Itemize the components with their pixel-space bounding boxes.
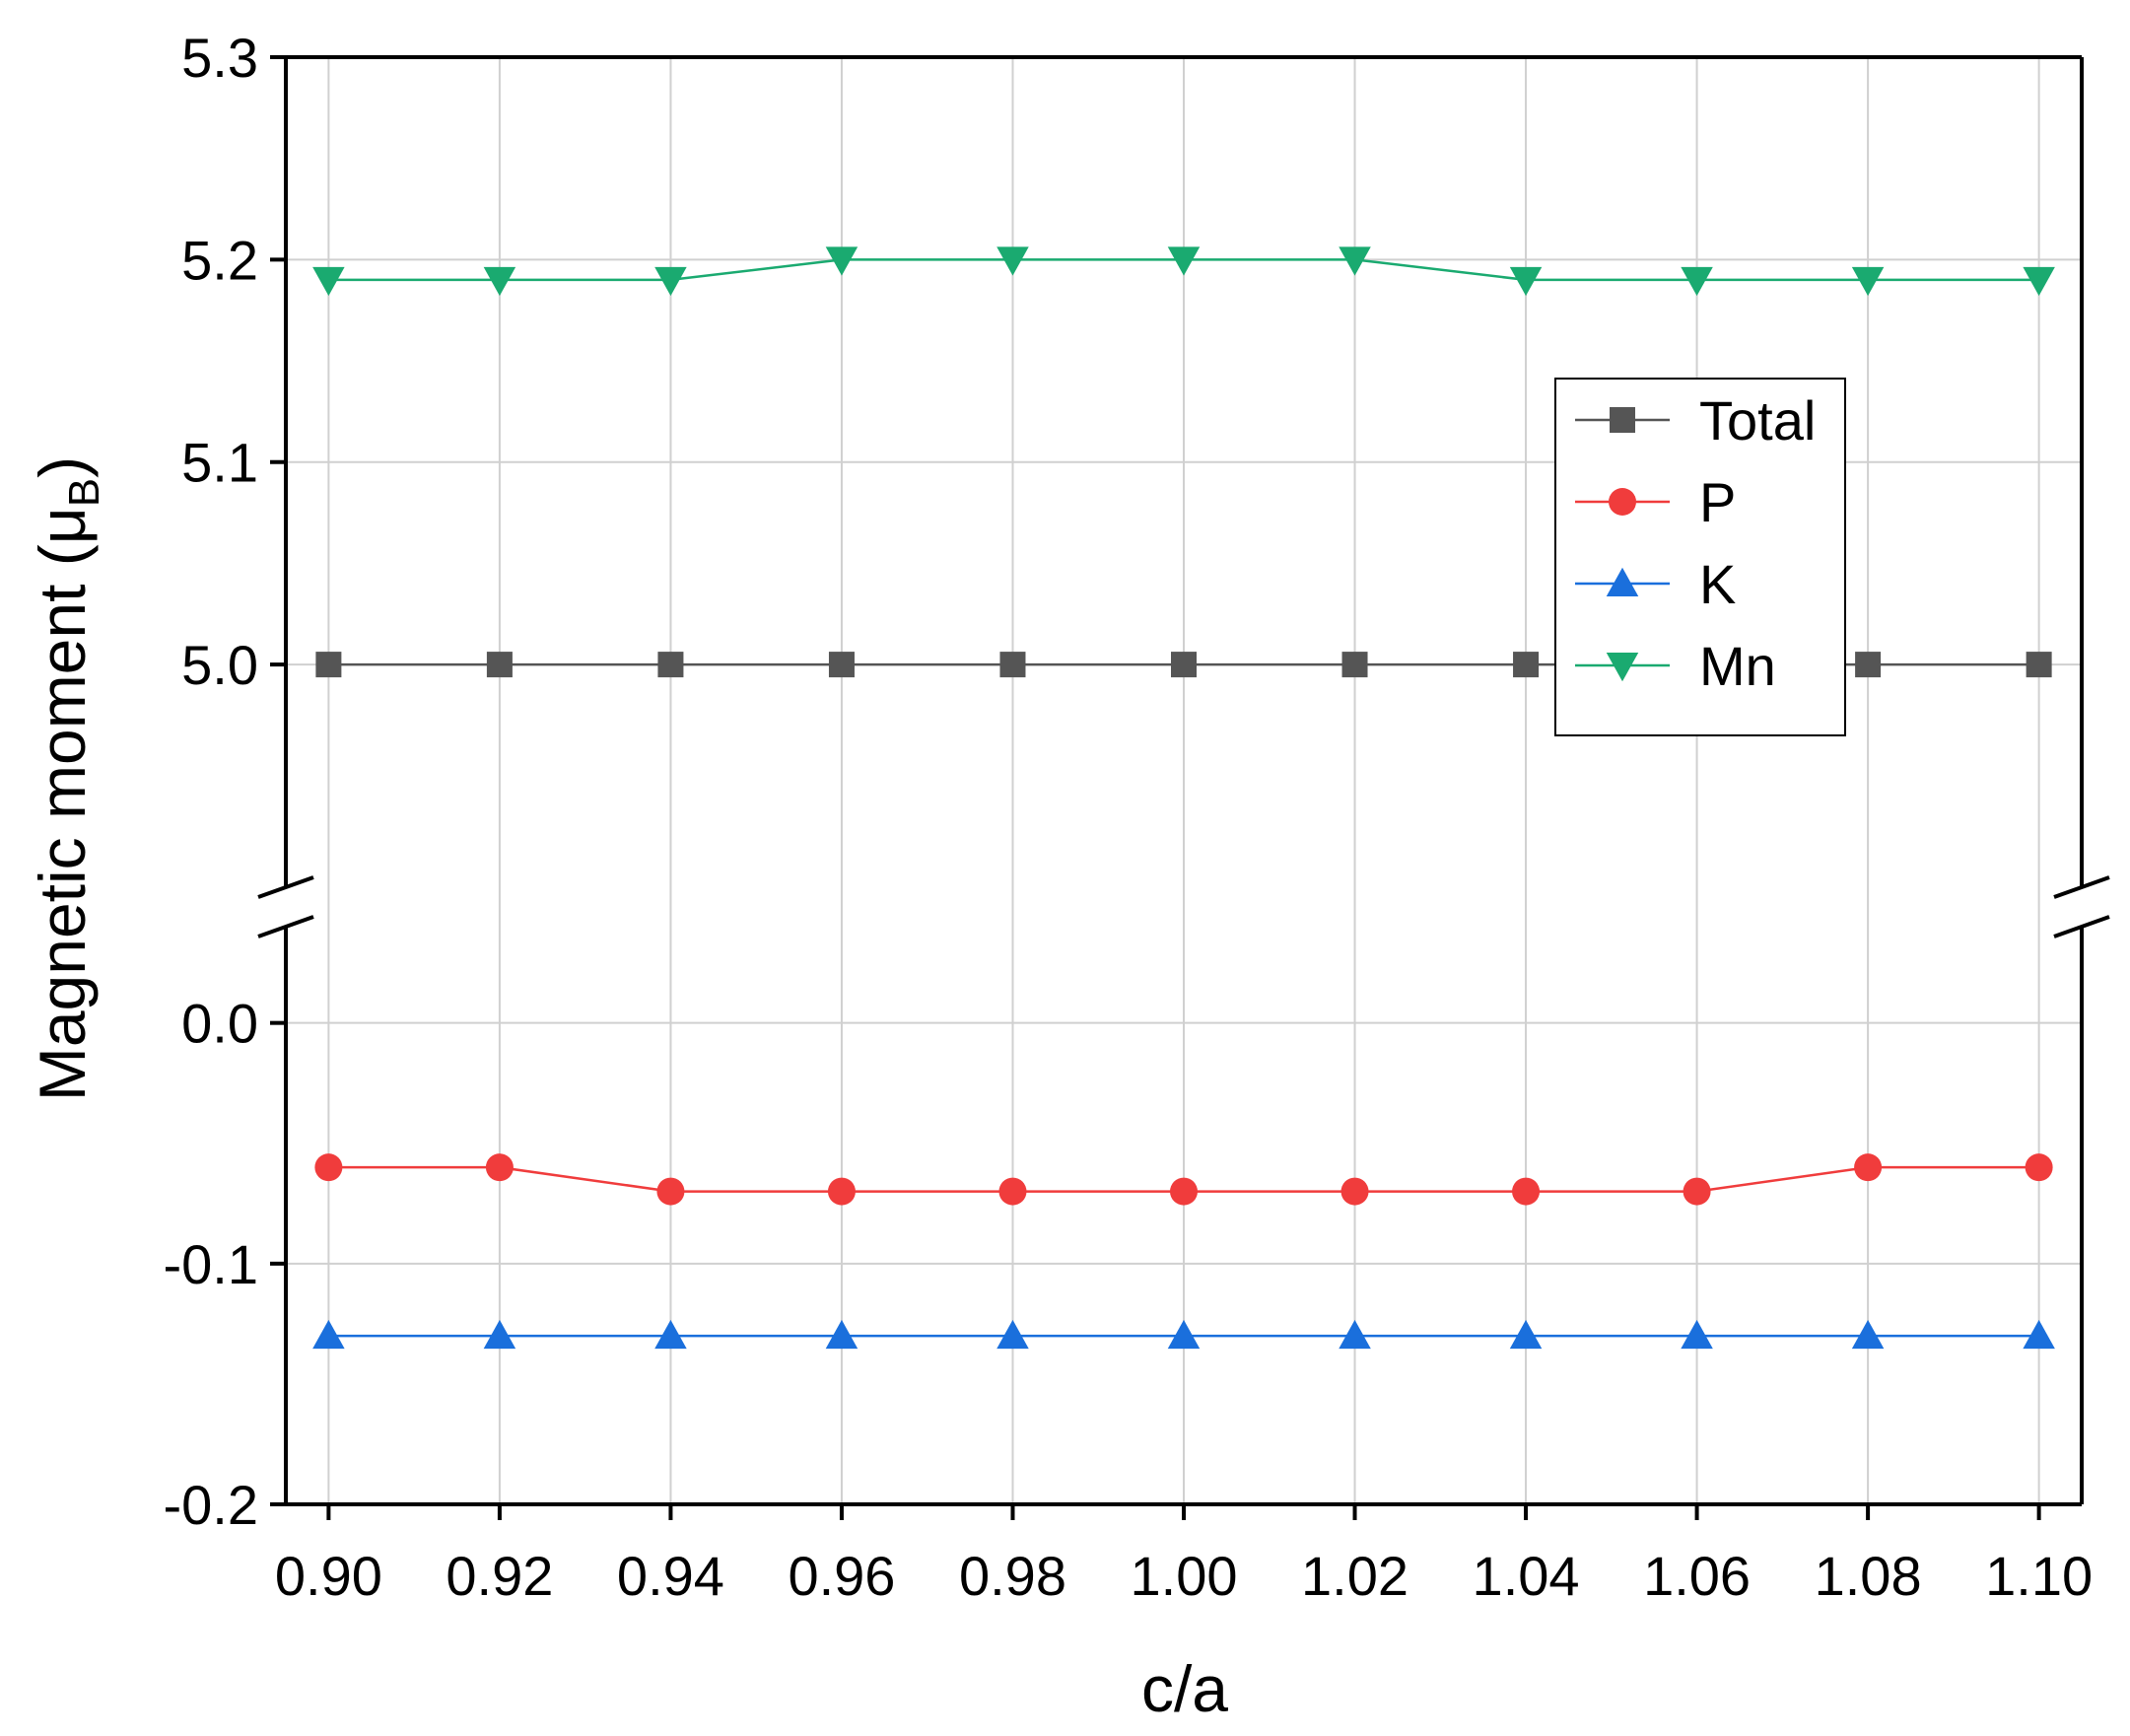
y-tick-label: 5.2 bbox=[181, 229, 258, 291]
y-tick-label: 5.0 bbox=[181, 634, 258, 696]
y-tick-label: 0.0 bbox=[181, 993, 258, 1055]
legend-box bbox=[1554, 378, 1846, 736]
y-tick-label: 5.1 bbox=[181, 432, 258, 494]
data-point-total bbox=[1855, 652, 1882, 678]
legend-marker-mn bbox=[1606, 653, 1639, 682]
data-point-total bbox=[999, 652, 1026, 678]
legend-label-k: K bbox=[1699, 553, 1736, 615]
legend-marker-k bbox=[1606, 567, 1639, 596]
data-point-p bbox=[314, 1153, 343, 1182]
data-point-total bbox=[1341, 652, 1368, 678]
x-tick-label: 1.00 bbox=[1131, 1545, 1238, 1607]
data-point-k bbox=[312, 1319, 345, 1350]
data-point-mn bbox=[654, 266, 687, 297]
data-point-k bbox=[654, 1319, 687, 1350]
data-point-p bbox=[998, 1177, 1027, 1206]
x-tick-label: 0.92 bbox=[446, 1545, 553, 1607]
series-markers bbox=[312, 246, 2055, 1350]
data-point-mn bbox=[483, 266, 516, 297]
data-point-total bbox=[486, 652, 513, 678]
ticks: 0.90 0.92 0.94 0.96 0.98 1.00 1.02 1.04 1.06 1.08… bbox=[164, 27, 2094, 1607]
data-point-k bbox=[1509, 1319, 1543, 1350]
axis-break-mark bbox=[2053, 875, 2110, 899]
legend-marker-p bbox=[1609, 488, 1636, 516]
x-axis-title: c/a bbox=[1141, 1652, 1228, 1725]
data-point-mn bbox=[996, 246, 1029, 276]
data-point-p bbox=[1683, 1177, 1711, 1206]
x-tick-label: 1.04 bbox=[1473, 1545, 1580, 1607]
y-tick-label: -0.2 bbox=[164, 1474, 259, 1536]
data-point-k bbox=[1339, 1319, 1371, 1350]
x-tick-label: 0.94 bbox=[617, 1545, 724, 1607]
data-point-mn bbox=[312, 266, 345, 297]
data-point-total bbox=[315, 652, 342, 678]
legend-marker-total bbox=[1610, 407, 1635, 433]
x-tick-label: 0.96 bbox=[788, 1545, 895, 1607]
data-point-k bbox=[1681, 1319, 1713, 1350]
data-point-mn bbox=[1339, 246, 1371, 276]
data-point-total bbox=[828, 652, 855, 678]
data-point-mn bbox=[1681, 266, 1713, 297]
data-point-p bbox=[1854, 1153, 1883, 1182]
y-axis-title-close: ) bbox=[26, 456, 99, 478]
axis-break-mark bbox=[2053, 915, 2110, 938]
data-point-mn bbox=[825, 246, 859, 276]
legend-label-mn: Mn bbox=[1699, 635, 1776, 697]
data-point-p bbox=[1340, 1177, 1369, 1206]
data-point-k bbox=[2023, 1319, 2055, 1350]
data-point-p bbox=[1512, 1177, 1541, 1206]
legend-label-p: P bbox=[1699, 471, 1736, 533]
data-point-total bbox=[1513, 652, 1540, 678]
x-tick-label: 0.98 bbox=[959, 1545, 1066, 1607]
data-point-total bbox=[1171, 652, 1197, 678]
data-point-mn bbox=[1509, 266, 1543, 297]
data-point-p bbox=[827, 1177, 856, 1206]
data-point-k bbox=[483, 1319, 516, 1350]
data-point-p bbox=[485, 1153, 514, 1182]
data-point-mn bbox=[1167, 246, 1201, 276]
data-point-p bbox=[656, 1177, 685, 1206]
axis-break-mark bbox=[257, 915, 314, 938]
legend: Total PK Mn bbox=[1554, 378, 1846, 736]
data-point-mn bbox=[2023, 266, 2055, 297]
data-point-total bbox=[657, 652, 684, 678]
data-point-k bbox=[1851, 1319, 1885, 1350]
data-point-k bbox=[996, 1319, 1029, 1350]
legend-label-total: Total bbox=[1699, 389, 1816, 451]
y-axis-title-main: Magnetic moment (μ bbox=[26, 507, 99, 1101]
data-point-total bbox=[2026, 652, 2052, 678]
axis-break-mark bbox=[257, 875, 314, 899]
data-point-mn bbox=[1851, 266, 1885, 297]
x-tick-label: 1.06 bbox=[1643, 1545, 1751, 1607]
y-axis-title-subscript: B bbox=[60, 478, 108, 507]
data-point-p bbox=[2025, 1153, 2053, 1182]
y-tick-label: -0.1 bbox=[164, 1233, 259, 1295]
data-point-k bbox=[825, 1319, 859, 1350]
x-tick-label: 1.02 bbox=[1301, 1545, 1409, 1607]
data-point-p bbox=[1170, 1177, 1198, 1206]
x-tick-label: 0.90 bbox=[275, 1545, 382, 1607]
y-tick-label: 5.3 bbox=[181, 27, 258, 89]
data-point-k bbox=[1167, 1319, 1201, 1350]
x-tick-label: 1.10 bbox=[1985, 1545, 2093, 1607]
y-axis-title: Magnetic moment (μB) bbox=[26, 456, 108, 1101]
x-tick-label: 1.08 bbox=[1815, 1545, 1922, 1607]
